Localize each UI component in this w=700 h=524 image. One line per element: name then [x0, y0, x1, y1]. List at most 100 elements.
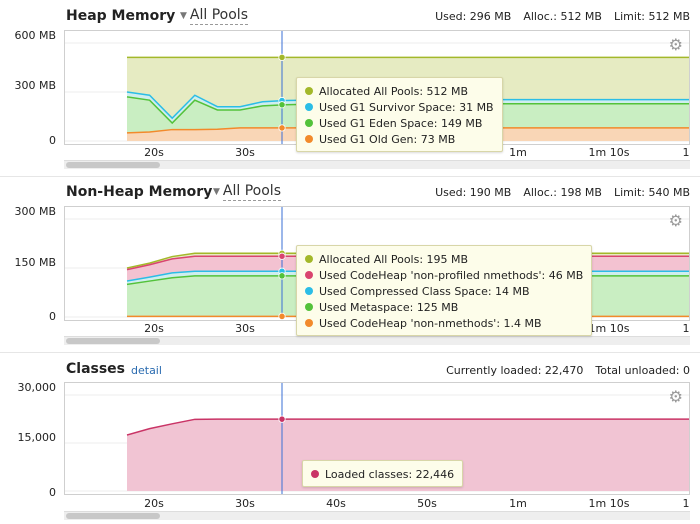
- nonheap-used: Used: 190 MB: [435, 186, 512, 199]
- classes-stats: Currently loaded: 22,470 Total unloaded:…: [446, 364, 690, 377]
- classes-ytick: 15,000: [17, 431, 57, 444]
- nonheap-pool-label: All Pools: [222, 183, 281, 201]
- nonheap-memory-title: Non-Heap Memory: [66, 184, 213, 200]
- heap-xtick: 20s: [144, 146, 164, 159]
- chevron-down-icon: ▼: [180, 11, 187, 21]
- nonheap-stats: Used: 190 MB Alloc.: 198 MB Limit: 540 M…: [435, 186, 690, 199]
- nonheap-memory-panel: Non-Heap Memory ▼ All Pools Used: 190 MB…: [0, 176, 700, 351]
- gear-icon[interactable]: ⚙: [668, 211, 683, 230]
- nonheap-xtick: 20s: [144, 322, 164, 335]
- tooltip-label: Used Metaspace: 125 MB: [319, 300, 459, 314]
- heap-stats: Used: 296 MB Alloc.: 512 MB Limit: 512 M…: [435, 10, 690, 23]
- heap-ytick: 300 MB: [14, 79, 56, 92]
- heap-ytick: 600 MB: [14, 29, 56, 42]
- tooltip-label: Used G1 Old Gen: 73 MB: [319, 132, 456, 146]
- crosshair-marker: [278, 53, 286, 61]
- tooltip-row: Used Compressed Class Space: 14 MB: [305, 283, 583, 299]
- legend-dot: [305, 255, 313, 263]
- heap-scrollbar[interactable]: [64, 160, 690, 169]
- tooltip-row: Used CodeHeap 'non-nmethods': 1.4 MB: [305, 315, 583, 331]
- panel-divider: [0, 352, 700, 353]
- crosshair-marker: [278, 124, 286, 132]
- heap-pool-select[interactable]: ▼ All Pools: [180, 7, 248, 25]
- tooltip-label: Loaded classes: 22,446: [325, 467, 455, 481]
- nonheap-alloc: Alloc.: 198 MB: [523, 186, 602, 199]
- legend-dot: [305, 303, 313, 311]
- classes-scrollbar-thumb[interactable]: [66, 513, 160, 519]
- tooltip-label: Used CodeHeap 'non-nmethods': 1.4 MB: [319, 316, 542, 330]
- classes-ytick: 0: [49, 486, 56, 499]
- classes-xtick: 1m: [509, 497, 527, 510]
- legend-dot: [305, 87, 313, 95]
- classes-panel: Classes detail Currently loaded: 22,470 …: [0, 352, 700, 524]
- nonheap-scrollbar[interactable]: [64, 336, 690, 345]
- tooltip-label: Used Compressed Class Space: 14 MB: [319, 284, 530, 298]
- nonheap-xtick: 1m 10s: [588, 322, 630, 335]
- classes-scrollbar[interactable]: [64, 511, 690, 520]
- classes-xtick: 20s: [144, 497, 164, 510]
- classes-chart-svg: [65, 383, 689, 494]
- heap-ytick: 0: [49, 134, 56, 147]
- classes-xtick: 1m 10s: [588, 497, 630, 510]
- chevron-down-icon: ▼: [213, 187, 220, 197]
- tooltip-label: Used G1 Eden Space: 149 MB: [319, 116, 483, 130]
- heap-xtick: 1m 10s: [588, 146, 630, 159]
- classes-xtick: 30s: [235, 497, 255, 510]
- legend-dot: [311, 470, 319, 478]
- tooltip-row: Allocated All Pools: 512 MB: [305, 83, 494, 99]
- tooltip-label: Allocated All Pools: 512 MB: [319, 84, 469, 98]
- nonheap-ytick: 0: [49, 310, 56, 323]
- heap-alloc: Alloc.: 512 MB: [523, 10, 602, 23]
- tooltip-label: Used CodeHeap 'non-profiled nmethods': 4…: [319, 268, 584, 282]
- legend-dot: [305, 103, 313, 111]
- classes-currently-loaded: Currently loaded: 22,470: [446, 364, 584, 377]
- nonheap-scrollbar-thumb[interactable]: [66, 338, 160, 344]
- crosshair-marker: [278, 312, 286, 320]
- legend-dot: [305, 135, 313, 143]
- crosshair-marker: [278, 272, 286, 280]
- heap-pool-label: All Pools: [189, 7, 248, 25]
- legend-dot: [305, 119, 313, 127]
- classes-tooltip: Loaded classes: 22,446: [302, 460, 464, 487]
- tooltip-row: Used G1 Survivor Space: 31 MB: [305, 99, 494, 115]
- crosshair-marker: [278, 415, 286, 423]
- classes-ytick: 30,000: [17, 381, 57, 394]
- nonheap-tooltip: Allocated All Pools: 195 MB Used CodeHea…: [296, 245, 593, 336]
- gear-icon[interactable]: ⚙: [668, 35, 683, 54]
- series-area: [127, 419, 689, 491]
- classes-xtick: 40s: [326, 497, 346, 510]
- heap-xtick: 1: [682, 146, 690, 159]
- nonheap-ytick: 300 MB: [14, 205, 56, 218]
- heap-xtick: 30s: [235, 146, 255, 159]
- classes-xtick: 1: [682, 497, 690, 510]
- classes-xtick: 50s: [417, 497, 437, 510]
- legend-dot: [305, 271, 313, 279]
- tooltip-label: Used G1 Survivor Space: 31 MB: [319, 100, 494, 114]
- classes-total-unloaded: Total unloaded: 0: [595, 364, 690, 377]
- gear-icon[interactable]: ⚙: [668, 387, 683, 406]
- nonheap-xtick: 1: [682, 322, 690, 335]
- tooltip-row: Used G1 Eden Space: 149 MB: [305, 115, 494, 131]
- nonheap-limit: Limit: 540 MB: [613, 186, 690, 199]
- panel-divider: [0, 176, 700, 177]
- legend-dot: [305, 287, 313, 295]
- heap-limit: Limit: 512 MB: [613, 10, 690, 23]
- classes-title: Classes: [66, 361, 126, 377]
- heap-scrollbar-thumb[interactable]: [66, 162, 160, 168]
- crosshair-marker: [278, 252, 286, 260]
- heap-tooltip: Allocated All Pools: 512 MB Used G1 Surv…: [296, 77, 503, 152]
- nonheap-ytick: 150 MB: [14, 256, 56, 269]
- tooltip-row: Loaded classes: 22,446: [311, 466, 454, 482]
- nonheap-xtick: 30s: [235, 322, 255, 335]
- tooltip-row: Used CodeHeap 'non-profiled nmethods': 4…: [305, 267, 583, 283]
- tooltip-row: Used Metaspace: 125 MB: [305, 299, 583, 315]
- classes-detail-link[interactable]: detail: [131, 364, 162, 377]
- heap-memory-title: Heap Memory: [66, 8, 176, 24]
- nonheap-pool-select[interactable]: ▼ All Pools: [213, 183, 281, 201]
- crosshair-marker: [278, 101, 286, 109]
- series-line: [126, 418, 689, 436]
- heap-used: Used: 296 MB: [435, 10, 512, 23]
- tooltip-row: Allocated All Pools: 195 MB: [305, 251, 583, 267]
- legend-dot: [305, 319, 313, 327]
- heap-memory-panel: Heap Memory ▼ All Pools Used: 296 MB All…: [0, 0, 700, 175]
